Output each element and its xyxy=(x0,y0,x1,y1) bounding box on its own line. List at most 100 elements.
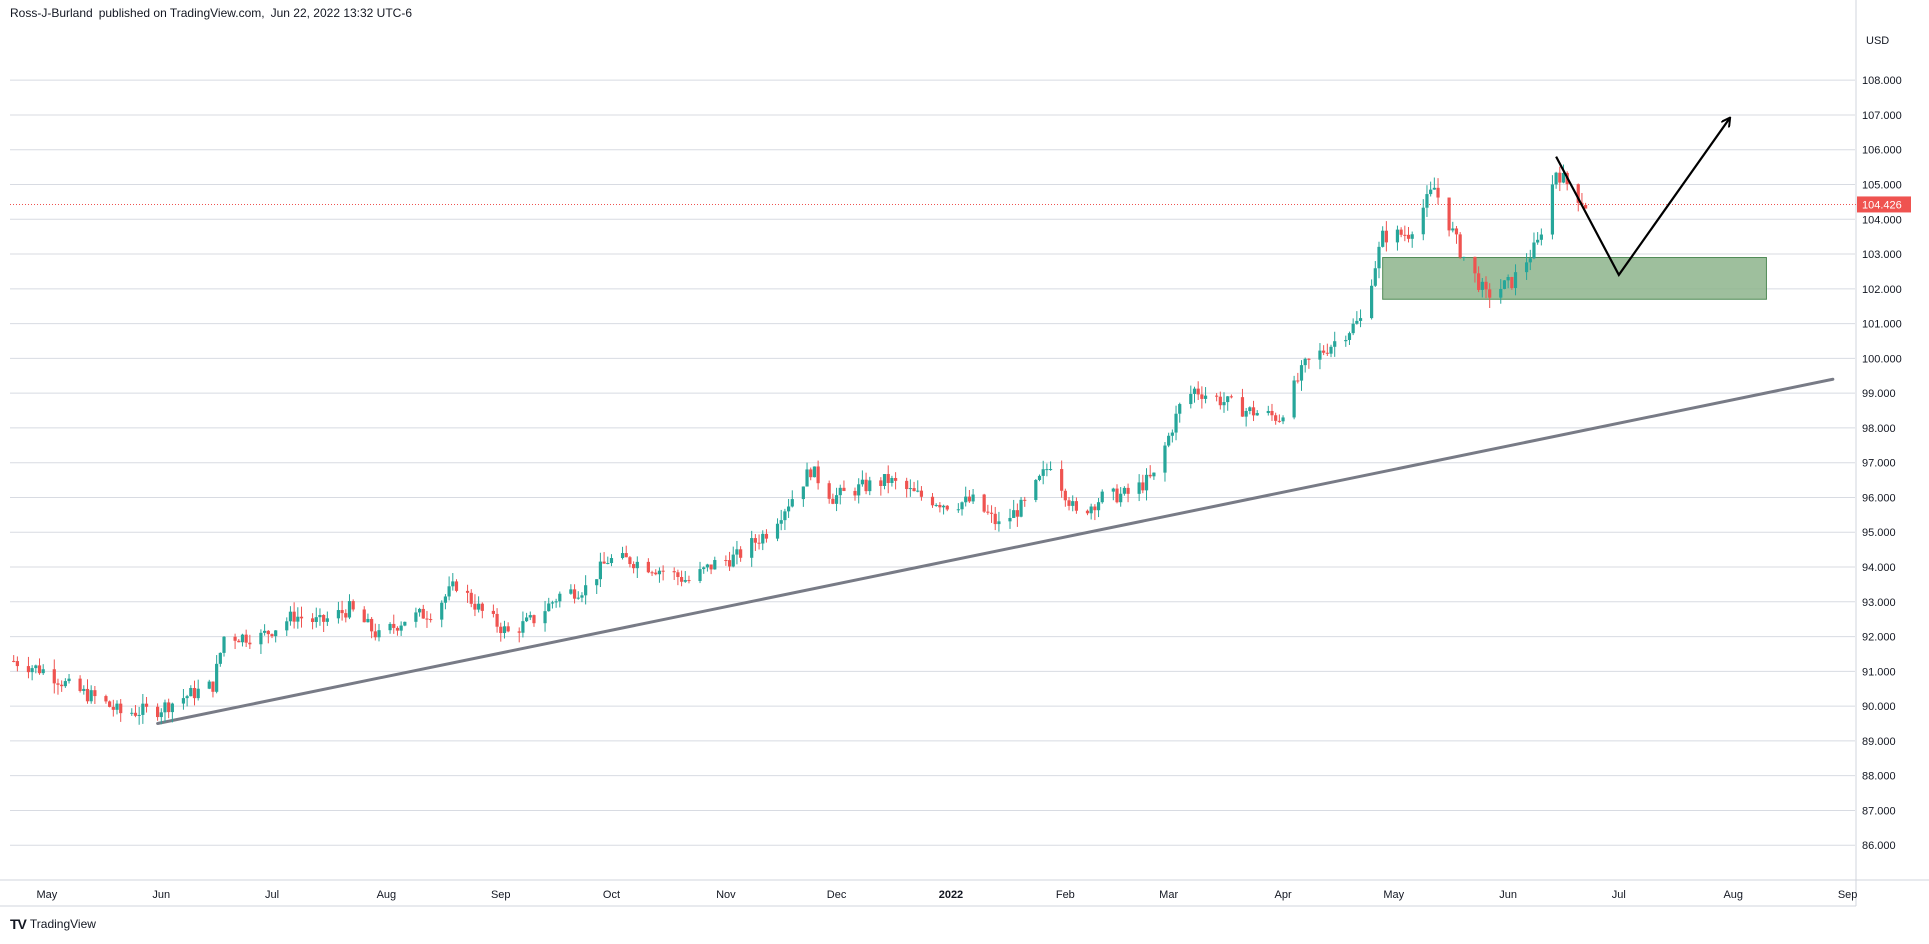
candle-body xyxy=(1329,346,1333,354)
candle-body xyxy=(1174,413,1178,433)
candle-body xyxy=(189,687,193,697)
author-name[interactable]: Ross-J-Burland xyxy=(10,6,93,20)
candle-body xyxy=(1322,350,1326,353)
y-tick-label: 107.000 xyxy=(1862,110,1902,122)
candle-body xyxy=(1148,474,1152,477)
last-price-label: 104.426 xyxy=(1862,199,1902,211)
candle-body xyxy=(1074,501,1079,511)
candle-body xyxy=(890,477,894,483)
candle-body xyxy=(1344,339,1348,342)
candle-body xyxy=(1539,234,1543,240)
candle-body xyxy=(1429,189,1433,195)
candle-body xyxy=(318,614,322,618)
tradingview-brand[interactable]: TV TradingView xyxy=(10,916,96,932)
candle-body xyxy=(473,603,477,610)
candle-body xyxy=(222,636,226,653)
candle-body xyxy=(672,571,676,573)
candle-body xyxy=(517,631,521,633)
candle-body xyxy=(1119,493,1123,503)
candle-body xyxy=(196,688,200,699)
candle-body xyxy=(429,619,433,621)
candle-body xyxy=(620,553,625,559)
candle-body xyxy=(443,596,448,603)
candle-body xyxy=(1152,472,1156,477)
candle-body xyxy=(1163,445,1167,473)
candle-body xyxy=(550,602,555,604)
candle-body xyxy=(366,618,370,623)
candle-body xyxy=(1008,517,1012,522)
candle-body xyxy=(576,597,580,599)
y-tick-label: 93.000 xyxy=(1862,597,1896,609)
x-tick-label: Apr xyxy=(1274,889,1291,901)
candle-body xyxy=(104,696,108,702)
candle-body xyxy=(757,542,761,544)
candle-body xyxy=(934,504,938,506)
candle-body xyxy=(115,703,119,710)
candle-body xyxy=(1432,187,1436,190)
x-tick-label: 2022 xyxy=(939,889,963,901)
x-tick-label: Nov xyxy=(716,889,736,901)
candle-body xyxy=(388,623,392,631)
candle-body xyxy=(1355,320,1359,324)
candle-body xyxy=(960,502,964,510)
candle-body xyxy=(1318,350,1322,360)
x-tick-label: Jun xyxy=(152,889,170,901)
candle-body xyxy=(1277,420,1281,422)
candle-body xyxy=(263,630,267,633)
candle-body xyxy=(997,521,1001,525)
candle-body xyxy=(119,703,123,714)
candle-body xyxy=(687,580,691,582)
candle-body xyxy=(377,630,381,638)
candle-body xyxy=(1524,262,1529,273)
candle-body xyxy=(1137,482,1141,494)
candle-body xyxy=(425,618,429,620)
candle-body xyxy=(207,681,211,689)
candle-body xyxy=(816,466,820,484)
candle-body xyxy=(170,703,174,713)
y-tick-label: 94.000 xyxy=(1862,562,1896,574)
candle-body xyxy=(1034,479,1038,500)
candle-body xyxy=(288,611,293,622)
candle-body xyxy=(60,684,64,687)
candle-body xyxy=(628,557,632,565)
candle-body xyxy=(1141,482,1145,491)
candle-body xyxy=(259,632,263,645)
candle-body xyxy=(1170,432,1174,436)
candle-body xyxy=(945,505,949,510)
candle-body xyxy=(1093,506,1097,511)
candle-body xyxy=(130,712,134,714)
y-tick-label: 90.000 xyxy=(1862,701,1896,713)
candle-body xyxy=(912,488,916,492)
candle-body xyxy=(266,630,270,635)
candle-body xyxy=(67,678,71,682)
candle-body xyxy=(764,533,769,539)
candle-body xyxy=(1462,256,1466,258)
candle-body xyxy=(1089,506,1093,514)
y-tick-label: 100.000 xyxy=(1862,353,1902,365)
candle-body xyxy=(879,480,883,486)
candle-body xyxy=(1178,404,1182,414)
candle-body xyxy=(274,630,278,637)
candle-body xyxy=(1307,358,1311,360)
candle-body xyxy=(572,589,577,599)
candle-body xyxy=(218,652,222,664)
candle-body xyxy=(775,523,780,539)
candle-body xyxy=(1122,487,1126,494)
x-tick-label: Aug xyxy=(1723,889,1743,901)
candle-body xyxy=(248,642,252,645)
candle-body xyxy=(399,625,403,631)
candle-body xyxy=(159,712,163,718)
candle-body xyxy=(1096,502,1101,511)
candle-body xyxy=(1292,380,1296,418)
candle-body xyxy=(1240,397,1245,417)
candle-body xyxy=(137,714,141,716)
tradingview-logo-icon: TV xyxy=(10,916,27,932)
candle-body xyxy=(783,511,787,521)
candle-body xyxy=(683,580,687,582)
candle-body xyxy=(993,513,997,525)
candle-body xyxy=(1373,268,1377,286)
candle-body xyxy=(919,490,924,497)
candle-body xyxy=(1071,501,1075,506)
y-tick-label: 104.000 xyxy=(1862,214,1902,226)
